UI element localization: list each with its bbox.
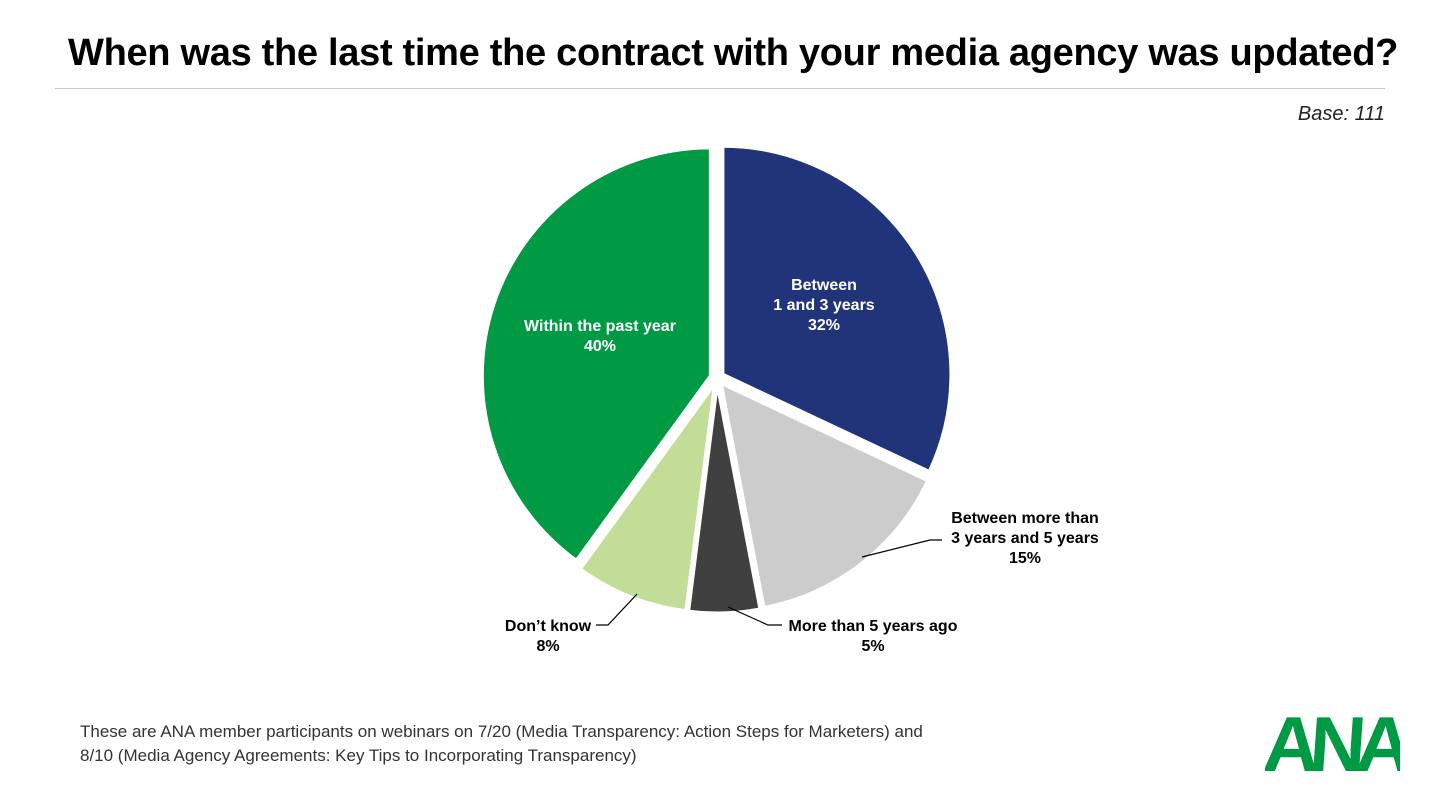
- pie-slice-between-1-and-3-years: [721, 144, 953, 474]
- base-count: Base: 111: [1297, 103, 1385, 125]
- data-label-between-1-and-3-years: 1 and 3 years: [773, 297, 875, 314]
- data-label-value-more-than-5-years-ago: 5%: [861, 638, 884, 655]
- leader-line-between-more-than-3-years-and-5-years: [861, 539, 942, 558]
- data-label-don-t-know: Don’t know: [505, 618, 592, 635]
- data-label-more-than-5-years-ago: More than 5 years ago: [789, 618, 958, 635]
- data-label-between-more-than-3-years-and-5-years: 3 years and 5 years: [951, 530, 1099, 547]
- ana-logo: ANA: [1265, 700, 1400, 775]
- footnote: These are ANA member participants on web…: [80, 720, 1080, 768]
- leader-line-more-than-5-years-ago: [727, 606, 782, 626]
- footnote-line-1: These are ANA member participants on web…: [80, 722, 923, 741]
- pie-slice-between-more-than-3-years-and-5-years: [719, 380, 930, 610]
- data-label-between-more-than-3-years-and-5-years: Between more than: [951, 510, 1099, 527]
- leader-line-don-t-know: [596, 593, 638, 626]
- data-label-value-within-the-past-year: 40%: [584, 338, 616, 355]
- pie-slice-more-than-5-years-ago: [686, 384, 762, 615]
- data-label-value-between-more-than-3-years-and-5-years: 15%: [1009, 550, 1041, 567]
- data-label-within-the-past-year: Within the past year: [524, 318, 676, 335]
- ana-logo-text: ANA: [1265, 700, 1400, 775]
- data-label-value-don-t-know: 8%: [536, 638, 559, 655]
- pie-slice-don-t-know: [578, 383, 716, 613]
- page-title: When was the last time the contract with…: [68, 32, 1399, 74]
- data-label-between-1-and-3-years: Between: [791, 277, 857, 294]
- data-label-value-between-1-and-3-years: 32%: [808, 317, 840, 334]
- pie-slice-within-the-past-year: [480, 146, 712, 563]
- title-divider: [55, 88, 1385, 89]
- footnote-line-2: 8/10 (Media Agency Agreements: Key Tips …: [80, 746, 637, 765]
